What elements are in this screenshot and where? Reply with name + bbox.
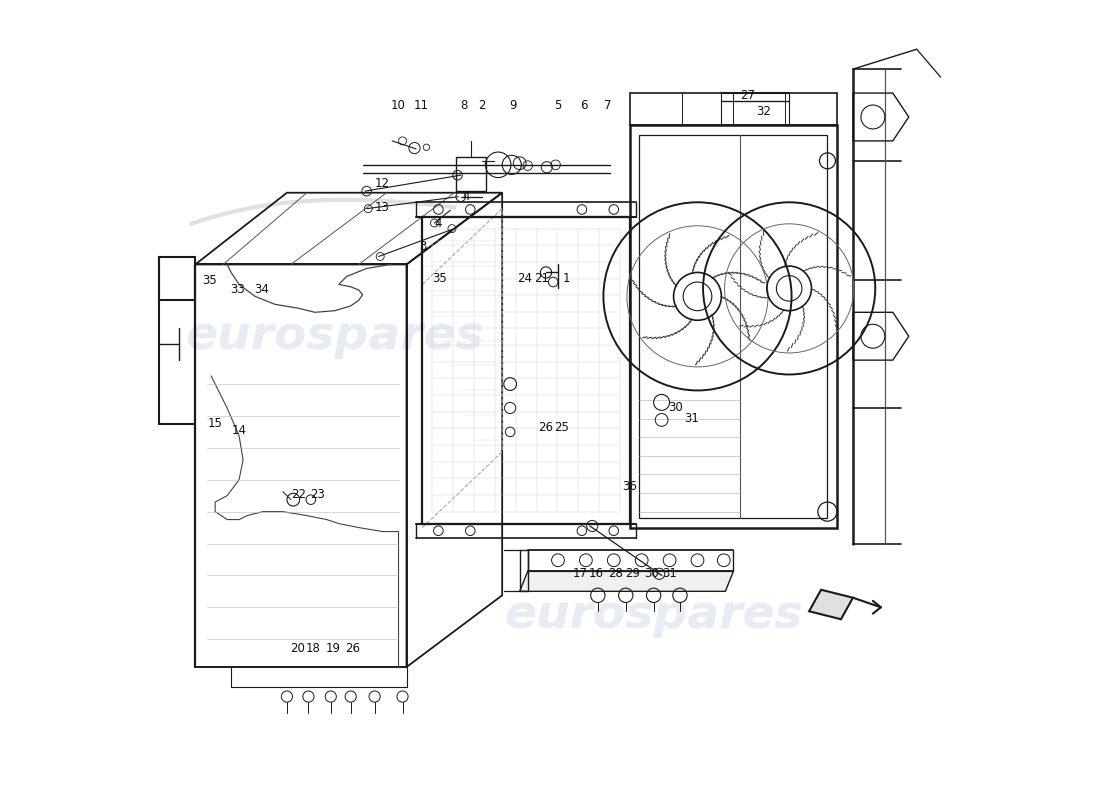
Text: 34: 34: [254, 283, 268, 297]
Text: 4: 4: [434, 217, 442, 230]
Text: 6: 6: [581, 98, 589, 111]
Text: 32: 32: [756, 105, 771, 118]
Text: 27: 27: [740, 89, 756, 102]
Text: 36: 36: [623, 479, 637, 493]
Text: 19: 19: [326, 642, 341, 655]
Text: 17: 17: [573, 567, 587, 580]
Text: 33: 33: [230, 283, 245, 297]
Text: 13: 13: [375, 201, 390, 214]
Text: 15: 15: [208, 418, 222, 430]
Text: 18: 18: [306, 642, 321, 655]
Polygon shape: [810, 590, 853, 619]
Text: eurospares: eurospares: [186, 314, 484, 358]
Text: 29: 29: [626, 567, 640, 580]
Text: 7: 7: [604, 98, 612, 111]
Text: 12: 12: [375, 177, 390, 190]
Text: 21: 21: [535, 272, 550, 286]
Text: 24: 24: [517, 272, 532, 286]
Text: eurospares: eurospares: [504, 593, 803, 638]
Text: 35: 35: [432, 272, 448, 286]
Text: 26: 26: [539, 422, 553, 434]
Text: 9: 9: [509, 98, 516, 111]
Text: 26: 26: [344, 642, 360, 655]
Text: 31: 31: [662, 567, 676, 580]
Text: 11: 11: [414, 98, 428, 111]
Text: 4: 4: [462, 190, 470, 203]
Text: 30: 30: [645, 567, 659, 580]
Text: 20: 20: [289, 642, 305, 655]
Text: 5: 5: [554, 98, 562, 111]
Text: 22: 22: [292, 487, 307, 501]
Text: 10: 10: [392, 98, 406, 111]
Polygon shape: [519, 571, 734, 591]
Text: 28: 28: [608, 567, 623, 580]
Text: 25: 25: [554, 422, 570, 434]
Text: 3: 3: [419, 241, 426, 254]
Text: 35: 35: [202, 274, 217, 287]
Text: 16: 16: [588, 567, 604, 580]
Text: 1: 1: [562, 272, 570, 286]
Text: 30: 30: [669, 402, 683, 414]
Text: 14: 14: [232, 424, 246, 437]
Text: 8: 8: [460, 98, 467, 111]
Text: 31: 31: [684, 412, 700, 425]
Text: 23: 23: [310, 487, 324, 501]
Text: 2: 2: [478, 98, 486, 111]
